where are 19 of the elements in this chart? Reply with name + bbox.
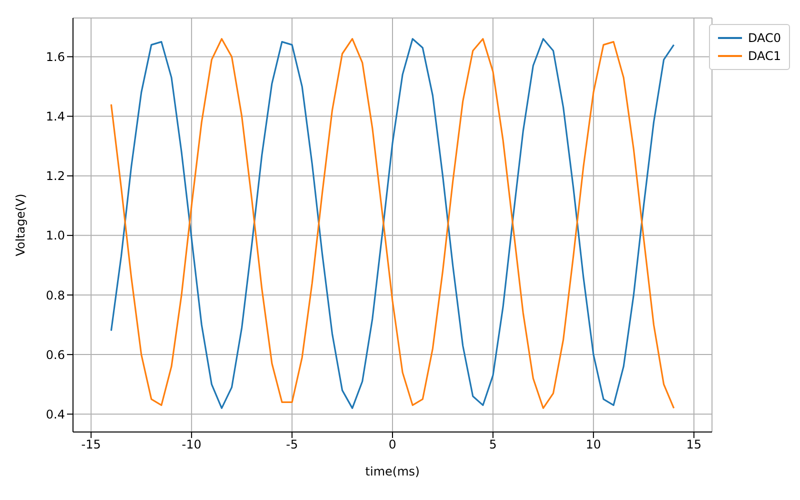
x-tick-label: 5 (489, 438, 497, 452)
x-tick-label: -15 (81, 438, 101, 452)
legend-label: DAC0 (748, 30, 781, 47)
y-tick-label: 0.6 (46, 348, 65, 362)
x-tick-label: -5 (286, 438, 298, 452)
x-tick-label: 0 (388, 438, 396, 452)
y-tick-label: 1.0 (46, 228, 65, 243)
y-tick-label: 1.6 (46, 50, 65, 64)
line-series (110, 38, 675, 409)
x-tick-label: -10 (182, 438, 202, 452)
y-axis-title: Voltage(V) (13, 194, 28, 256)
legend-label: DAC1 (748, 48, 781, 65)
x-tick-label: 15 (686, 438, 702, 452)
y-tick-label: 0.4 (46, 407, 65, 422)
x-tick-label: 10 (586, 438, 602, 452)
y-tick-label: 1.4 (46, 110, 65, 124)
y-tick-label: 1.2 (46, 169, 65, 184)
y-tick-label: 0.8 (46, 288, 65, 302)
x-axis-title: time(ms) (365, 464, 420, 479)
